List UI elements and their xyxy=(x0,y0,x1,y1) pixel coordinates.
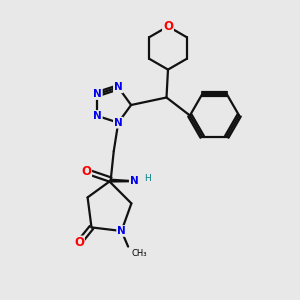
Text: O: O xyxy=(163,20,173,33)
Text: N: N xyxy=(93,111,102,121)
Text: N: N xyxy=(114,82,123,92)
Text: N: N xyxy=(117,226,126,236)
Text: N: N xyxy=(130,176,139,186)
Text: O: O xyxy=(81,165,91,178)
Text: CH₃: CH₃ xyxy=(132,249,147,258)
Text: H: H xyxy=(144,174,151,183)
Text: N: N xyxy=(114,118,123,128)
Text: N: N xyxy=(93,89,102,99)
Text: O: O xyxy=(74,236,84,250)
